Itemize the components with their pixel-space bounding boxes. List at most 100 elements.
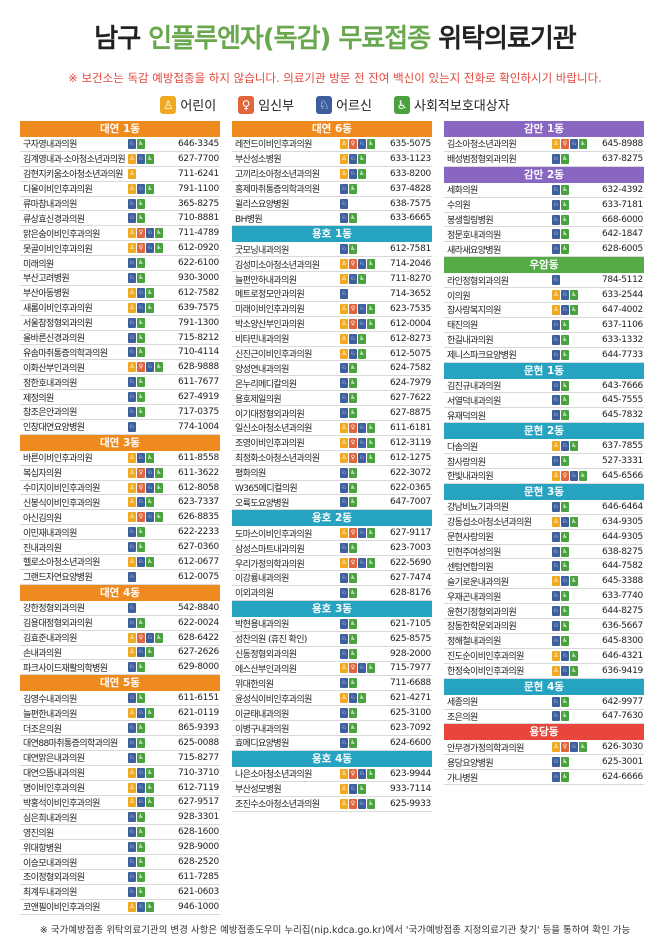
clinic-name: 영진의원: [23, 828, 54, 839]
clinic-row: 아신김의원 ♙ ♀ ♘ ♿ 626-8835: [20, 510, 220, 526]
clinic-name: 위대한의원: [235, 679, 274, 690]
clinic-phone: 646-4321: [602, 650, 643, 661]
clinic-name: 김성미소아청소년과의원: [235, 260, 320, 271]
wheelchair-icon: ♿: [146, 287, 154, 298]
clinic-name: 미래이비인후과의원: [235, 305, 305, 316]
child-icon: ♙: [340, 333, 348, 344]
senior-icon: ♘: [358, 528, 366, 539]
clinic-targets: ♘ ♿: [340, 378, 388, 389]
clinic-name: 배성범정형외과의원: [447, 155, 517, 166]
clinic-name: 메트로정모안과의원: [235, 290, 305, 301]
clinic-targets: ♘ ♿: [552, 546, 600, 557]
clinic-row: 수미지이비인후과의원 ♙ ♀ ♘ ♿ 612-8058: [20, 481, 220, 496]
child-icon: ♙: [340, 318, 348, 329]
clinic-phone: 711-6688: [390, 678, 431, 689]
district-section: 용호 4동 나은소아청소년과의원 ♙ ♀ ♘ ♿ 623-9944 부산성모병원 ♙ ♘ ♿ 933-…: [232, 750, 432, 812]
clinic-row: 신동정형외과의원 ♘ ♿ 928-2000: [232, 647, 432, 662]
child-icon: ♙: [552, 576, 560, 587]
wheelchair-icon: ♿: [561, 501, 569, 512]
clinic-phone: 627-7622: [390, 393, 431, 404]
clinic-row: 제정의원 ♘ ♿ 627-4919: [20, 390, 220, 406]
senior-icon: ♘: [340, 183, 348, 194]
clinic-name: 레전드이비인후과의원: [235, 140, 312, 151]
senior-icon: ♘: [340, 482, 348, 493]
senior-icon: ♘: [128, 571, 136, 582]
senior-icon: ♘: [340, 198, 348, 209]
clinic-name: 유재덕의원: [447, 411, 486, 422]
clinic-targets: ♘ ♿: [340, 618, 388, 629]
clinic-name: 수미지이비인후과의원: [23, 484, 100, 495]
clinic-name: 대연88마취통증의학과의원: [23, 739, 118, 750]
wheelchair-icon: ♿: [561, 606, 569, 617]
wheelchair-icon: ♿: [137, 272, 145, 283]
district-header: 대연 1동: [20, 121, 220, 137]
clinic-name: 위대항병원: [23, 843, 62, 854]
wheelchair-icon: ♿: [367, 663, 375, 674]
clinic-phone: 628-6005: [602, 244, 643, 255]
senior-icon: ♘: [128, 213, 136, 224]
clinic-targets: ♘ ♿: [552, 591, 600, 602]
clinic-row: 김진규내과의원 ♘ ♿ 643-7666: [444, 379, 644, 394]
clinic-name: 박현용내과의원: [235, 620, 289, 631]
clinic-name: 양성연내과의원: [235, 364, 289, 375]
senior-icon: ♘: [349, 168, 357, 179]
clinic-row: 디올이비인후과의원 ♙ ♘ ♿ 791-1100: [20, 182, 220, 197]
child-icon: ♙: [340, 693, 348, 704]
clinic-targets: ♙ ♘ ♿: [128, 797, 176, 808]
clinic-phone: 642-9977: [602, 696, 643, 707]
pregnant-icon: ♀: [137, 512, 145, 523]
clinic-phone: 645-3388: [602, 576, 643, 587]
clinic-phone: 628-9888: [178, 362, 219, 373]
district-section: 용당동 안무경가정의학과의원 ♙ ♀ ♘ ♿ 626-3030 용당요양병원 ♘ ♿ 625-300…: [444, 724, 644, 786]
wheelchair-icon: ♿: [561, 319, 569, 330]
senior-icon: ♘: [561, 441, 569, 452]
senior-icon: ♘: [340, 648, 348, 659]
clinic-name: 바른이비인후과의원: [23, 454, 93, 465]
senior-icon: ♘: [340, 393, 348, 404]
clinic-name: 이승모내과의원: [23, 858, 77, 869]
clinic-name: 나은소아청소년과의원: [235, 770, 312, 781]
pregnant-icon: ♀: [561, 742, 569, 753]
wheelchair-icon: ♿: [367, 452, 375, 463]
clinic-name: 이화산부인과의원: [23, 363, 85, 374]
clinic-targets: ♙ ♘ ♿: [552, 650, 600, 661]
clinic-row: 서열덕내과의원 ♘ ♿ 645-7555: [444, 393, 644, 409]
child-icon: ♙: [128, 153, 136, 164]
wheelchair-icon: ♿: [367, 303, 375, 314]
clinic-row: 신진근이비인후과의원 ♙ ♘ ♿ 612-5075: [232, 347, 432, 362]
clinic-row: 나은소아청소년과의원 ♙ ♀ ♘ ♿ 623-9944: [232, 767, 432, 782]
clinic-name: 유솜마취통증의학과의원: [23, 348, 108, 359]
clinic-name: 헬로소아청소년과의원: [23, 558, 100, 569]
clinic-name: 윌리스요양병원: [235, 200, 289, 210]
clinic-phone: 638-7575: [390, 198, 431, 209]
clinic-phone: 625-9933: [390, 798, 431, 809]
senior-icon: ♘: [128, 392, 136, 403]
clinic-row: 서울참정형외과의원 ♘ ♿ 791-1300: [20, 316, 220, 331]
senior-icon: ♘: [358, 663, 366, 674]
pregnant-icon: ♀: [349, 259, 357, 270]
wheelchair-icon: ♿: [367, 259, 375, 270]
clinic-name: 부산아동병원: [23, 289, 70, 300]
wheelchair-icon: ♿: [349, 244, 357, 255]
clinic-row: 봉생힐링병원 ♘ ♿ 668-6000: [444, 213, 644, 228]
clinic-targets: ♙ ♘ ♿: [340, 693, 388, 704]
wheelchair-icon: ♿: [570, 516, 578, 527]
clinic-phone: 627-0360: [178, 542, 219, 553]
wheelchair-icon: ♿: [137, 871, 145, 882]
clinic-row: 김효준내과의원 ♙ ♀ ♘ ♿ 628-6422: [20, 631, 220, 646]
pregnant-icon: ♀: [349, 437, 357, 448]
clinic-row: W365메디컬의원 ♘ ♿ 622-0365: [232, 481, 432, 496]
wheelchair-icon: ♿: [358, 783, 366, 794]
senior-icon: ♘: [340, 408, 348, 419]
senior-icon: ♘: [552, 772, 560, 783]
title-highlight: 인플루엔자(독감) 무료접종: [148, 24, 431, 54]
clinic-row: 세화의원 ♘ ♿ 632-4392: [444, 183, 644, 198]
clinic-name: 김소아청소년과의원: [447, 140, 517, 151]
clinic-row: 위대항병원 ♘ ♿ 928-9000: [20, 840, 220, 856]
clinic-row: 정문호내과의원 ♘ ♿ 642-1847: [444, 227, 644, 243]
clinic-phone: 717-0375: [178, 406, 219, 417]
clinic-targets: ♘ ♿: [128, 737, 176, 748]
clinic-name: 미래의원: [23, 259, 54, 270]
clinic-phone: 627-4919: [178, 392, 219, 403]
wheelchair-icon: ♿: [561, 696, 569, 707]
